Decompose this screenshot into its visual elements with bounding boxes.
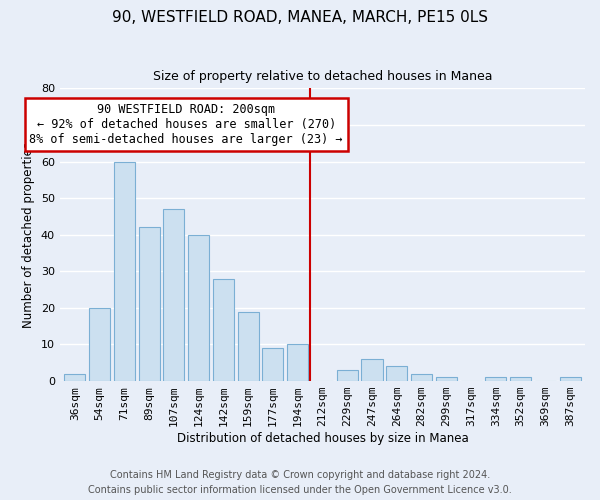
Bar: [411, 374, 432, 381]
Bar: [238, 312, 259, 381]
Bar: [188, 234, 209, 381]
Bar: [337, 370, 358, 381]
Text: 90, WESTFIELD ROAD, MANEA, MARCH, PE15 0LS: 90, WESTFIELD ROAD, MANEA, MARCH, PE15 0…: [112, 10, 488, 25]
Bar: [436, 378, 457, 381]
Bar: [560, 378, 581, 381]
Bar: [213, 278, 234, 381]
Bar: [510, 378, 531, 381]
Bar: [361, 359, 383, 381]
Bar: [485, 378, 506, 381]
Bar: [262, 348, 283, 381]
Bar: [287, 344, 308, 381]
Bar: [139, 228, 160, 381]
X-axis label: Distribution of detached houses by size in Manea: Distribution of detached houses by size …: [176, 432, 469, 445]
Text: Contains HM Land Registry data © Crown copyright and database right 2024.
Contai: Contains HM Land Registry data © Crown c…: [88, 470, 512, 495]
Bar: [386, 366, 407, 381]
Bar: [64, 374, 85, 381]
Text: 90 WESTFIELD ROAD: 200sqm
← 92% of detached houses are smaller (270)
8% of semi-: 90 WESTFIELD ROAD: 200sqm ← 92% of detac…: [29, 103, 343, 146]
Bar: [89, 308, 110, 381]
Bar: [114, 162, 135, 381]
Bar: [163, 209, 184, 381]
Y-axis label: Number of detached properties: Number of detached properties: [22, 142, 35, 328]
Title: Size of property relative to detached houses in Manea: Size of property relative to detached ho…: [152, 70, 492, 83]
